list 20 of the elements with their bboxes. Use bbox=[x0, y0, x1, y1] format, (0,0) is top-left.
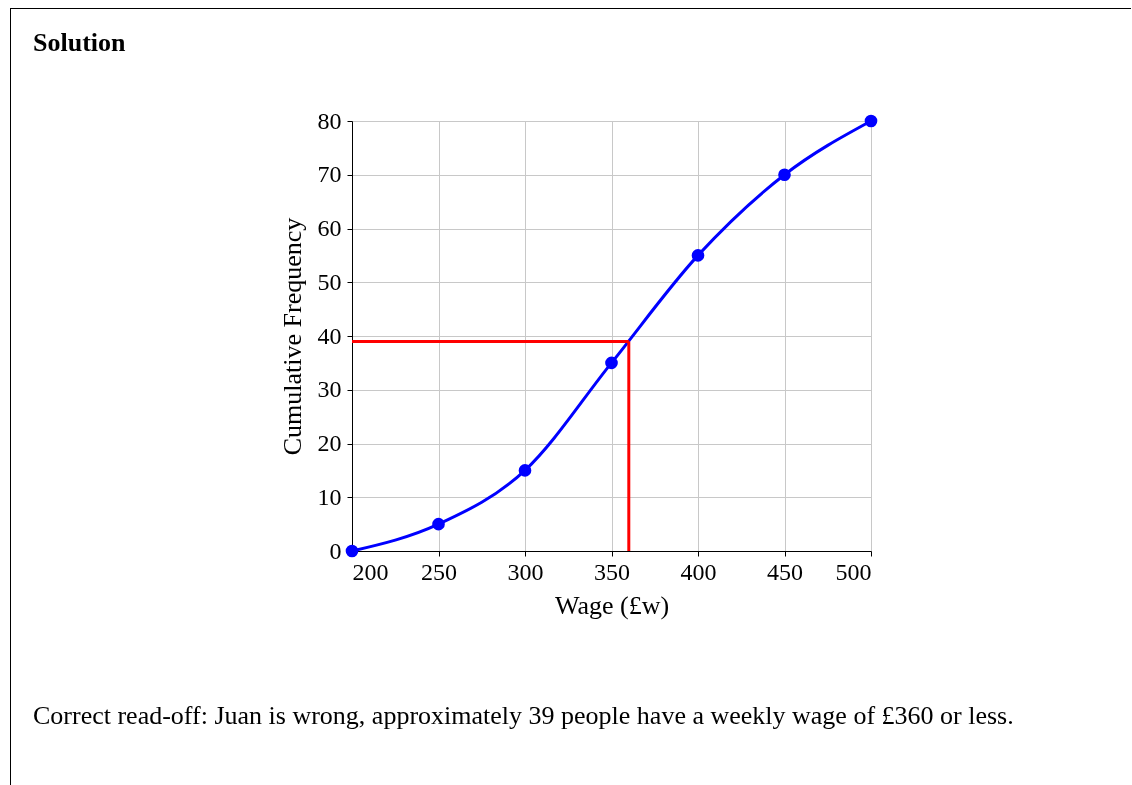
x-axis-title: Wage (£w) bbox=[554, 590, 670, 620]
y-tick-label: 0 bbox=[329, 537, 342, 564]
y-tick-label: 50 bbox=[317, 268, 342, 295]
y-tick-label: 30 bbox=[317, 376, 342, 403]
y-tick-label: 80 bbox=[317, 107, 342, 134]
x-tick-label: 250 bbox=[421, 558, 457, 585]
text: Correct read-off: Juan is wrong, approximately 39 people have a weekly wage of £360 or less. bbox=[33, 700, 1015, 732]
x-tick-label: 200 bbox=[352, 558, 389, 585]
x-tick-label: 350 bbox=[594, 558, 630, 585]
y-tick-label: 40 bbox=[317, 322, 342, 349]
y-axis-title: Cumulative Frequency bbox=[277, 217, 307, 456]
y-tick-label: 20 bbox=[317, 430, 342, 456]
x-tick-label: 500 bbox=[835, 558, 872, 585]
y-tick-label: 10 bbox=[317, 483, 342, 510]
x-tick-label: 400 bbox=[680, 558, 717, 585]
x-tick-label: 450 bbox=[767, 558, 803, 585]
text: Solution bbox=[33, 28, 126, 58]
x-tick-label: 300 bbox=[507, 558, 544, 585]
y-tick-label: 70 bbox=[317, 161, 342, 188]
y-tick-label: 60 bbox=[317, 215, 342, 241]
